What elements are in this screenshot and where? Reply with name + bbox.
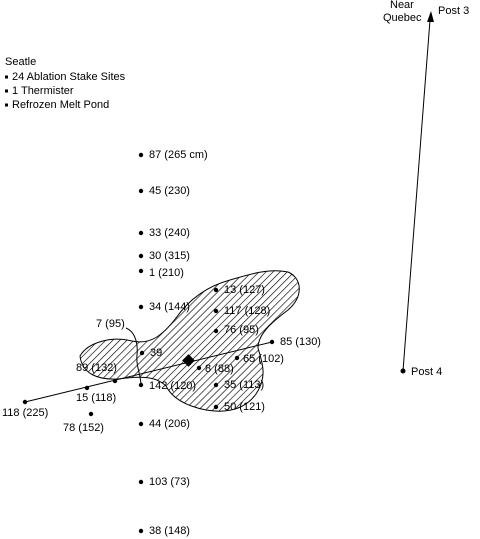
stake-dot (213, 308, 219, 314)
post-label: Post 3 (438, 5, 469, 17)
melt-pond (79, 270, 300, 412)
stake-label: 34 (144) (149, 301, 190, 313)
place-label: Near (390, 0, 414, 11)
legend-item: 1 Thermister (12, 85, 74, 97)
stake-label: 38 (148) (149, 525, 190, 537)
stake-label: 15 (118) (76, 392, 116, 404)
stake-dot (138, 230, 144, 236)
stake-dot (138, 304, 144, 310)
legend-item: 24 Ablation Stake Sites (12, 71, 126, 83)
stake-dot (213, 404, 219, 410)
stake-label: 35 (113) (224, 379, 264, 391)
stake-label: 1 (210) (149, 267, 184, 279)
stake-dot (213, 382, 219, 388)
transect-line (24, 341, 273, 403)
legend-bullet (5, 89, 8, 93)
stake-dot (213, 287, 219, 293)
stake-dot (138, 421, 144, 427)
stake-label: 45 (230) (149, 185, 190, 197)
stake-label: 65 (102) (243, 353, 284, 365)
stake-dot (269, 339, 275, 345)
stake-label: 33 (240) (149, 227, 190, 239)
stake-label: 76 (95) (224, 324, 259, 336)
stake-dot (138, 152, 144, 158)
stake-label: 118 (225) (2, 407, 48, 419)
stake-dot (112, 378, 118, 384)
stake-dot (196, 365, 202, 371)
leader-line (125, 327, 142, 385)
legend-bullet (5, 75, 8, 79)
stake-dot (138, 253, 144, 259)
stake-dot (138, 528, 144, 534)
stake-label: 50 (121) (224, 401, 265, 413)
stake-dot (138, 479, 144, 485)
stake-label: 44 (206) (149, 418, 190, 430)
legend-title: Seatle (5, 56, 36, 68)
stake-dot (22, 399, 28, 405)
arrow-head (427, 11, 434, 22)
post-label: Post 4 (411, 366, 442, 378)
legend-bullet (5, 103, 8, 107)
stake-label: 89 (132) (76, 362, 117, 374)
stake-label: 39 (150, 347, 162, 359)
stake-label: 103 (73) (149, 476, 190, 488)
place-label: Quebec (383, 12, 422, 24)
stake-dot (138, 188, 144, 194)
stake-label: 85 (130) (280, 336, 321, 348)
thermistor (182, 354, 195, 367)
stake-label: 8 (88) (205, 363, 234, 375)
stake-dot (84, 385, 90, 391)
stake-label: 13 (127) (224, 284, 265, 296)
stake-dot (138, 382, 144, 388)
stake-label: 30 (315) (149, 250, 190, 262)
stake-label: 142 (120) (149, 380, 196, 392)
stake-dot (213, 328, 219, 334)
stake-label: 117 (128) (224, 305, 270, 317)
stakes: 87 (265 cm) 45 (230) 33 (240) 30 (315) 1 (21… (2, 149, 321, 537)
stake-dot (139, 350, 145, 356)
stake-dot (88, 411, 94, 417)
stake-label: 78 (152) (63, 422, 104, 434)
legend: 24 Ablation Stake Sites 1 Thermister Refro… (5, 71, 126, 111)
stake-dot (234, 355, 240, 361)
legend-item: Refrozen Melt Pond (12, 99, 109, 111)
post-dot (400, 368, 406, 374)
stake-dot (138, 268, 144, 274)
stake-label: 7 (95) (96, 318, 125, 330)
post-line (402, 19, 431, 372)
stake-label: 87 (265 cm) (149, 149, 208, 161)
